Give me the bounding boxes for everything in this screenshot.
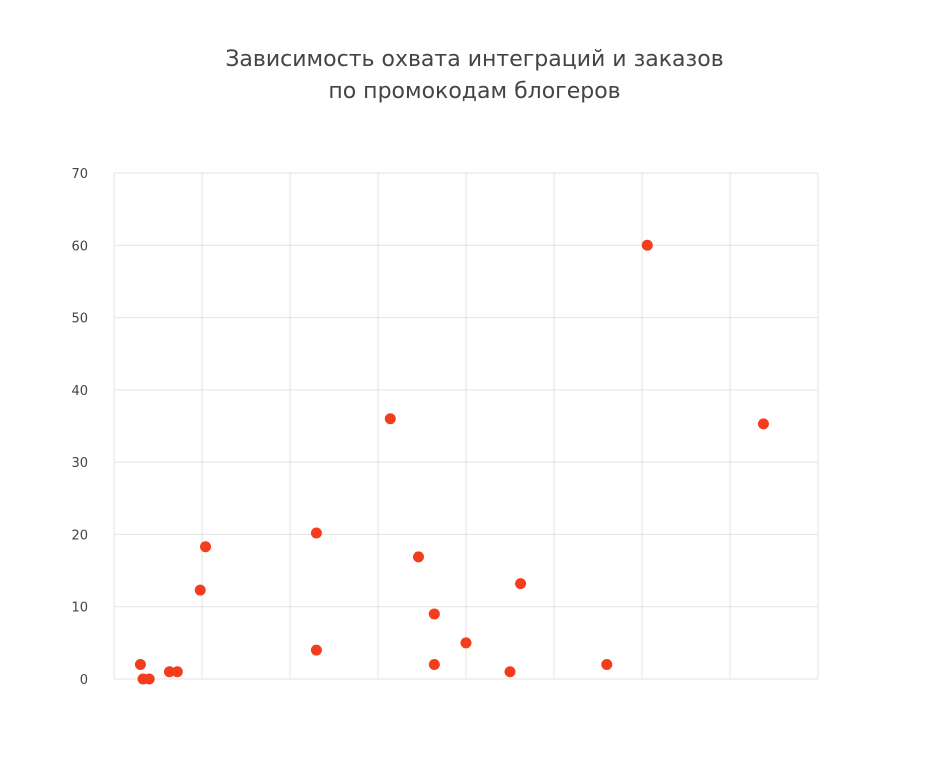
- scatter-point: [601, 659, 613, 671]
- y-tick-label: 10: [71, 601, 88, 616]
- scatter-point: [384, 413, 396, 425]
- scatter-point: [143, 673, 155, 685]
- scatter-point: [428, 608, 440, 620]
- y-tick-label: 70: [71, 167, 88, 182]
- y-tick-label: 50: [71, 312, 88, 327]
- chart-title-line-1: Зависимость охвата интеграций и заказов: [225, 47, 724, 72]
- scatter-point: [641, 239, 653, 251]
- data-points: [134, 239, 769, 685]
- y-tick-label: 40: [71, 384, 88, 399]
- y-tick-label: 60: [71, 239, 88, 254]
- scatter-point: [310, 527, 322, 539]
- chart-title: Зависимость охвата интеграций и заказов …: [0, 44, 949, 108]
- chart-title-line-2: по промокодам блогеров: [328, 79, 621, 104]
- scatter-point: [460, 637, 472, 649]
- scatter-point: [310, 644, 322, 656]
- scatter-point: [194, 584, 206, 596]
- scatter-point: [171, 666, 183, 678]
- grid-lines: [113, 172, 819, 680]
- scatter-point: [504, 666, 516, 678]
- y-tick-label: 0: [80, 673, 88, 688]
- scatter-point: [515, 578, 527, 590]
- scatter-point: [163, 666, 175, 678]
- scatter-point: [412, 551, 424, 563]
- scatter-point: [757, 418, 769, 430]
- y-tick-label: 30: [71, 456, 88, 471]
- y-tick-label: 20: [71, 528, 88, 543]
- scatter-point: [200, 541, 212, 553]
- scatter-point: [428, 659, 440, 671]
- scatter-point: [134, 659, 146, 671]
- y-tick-labels: 0 10 20 30 40 50 60 70: [71, 167, 88, 688]
